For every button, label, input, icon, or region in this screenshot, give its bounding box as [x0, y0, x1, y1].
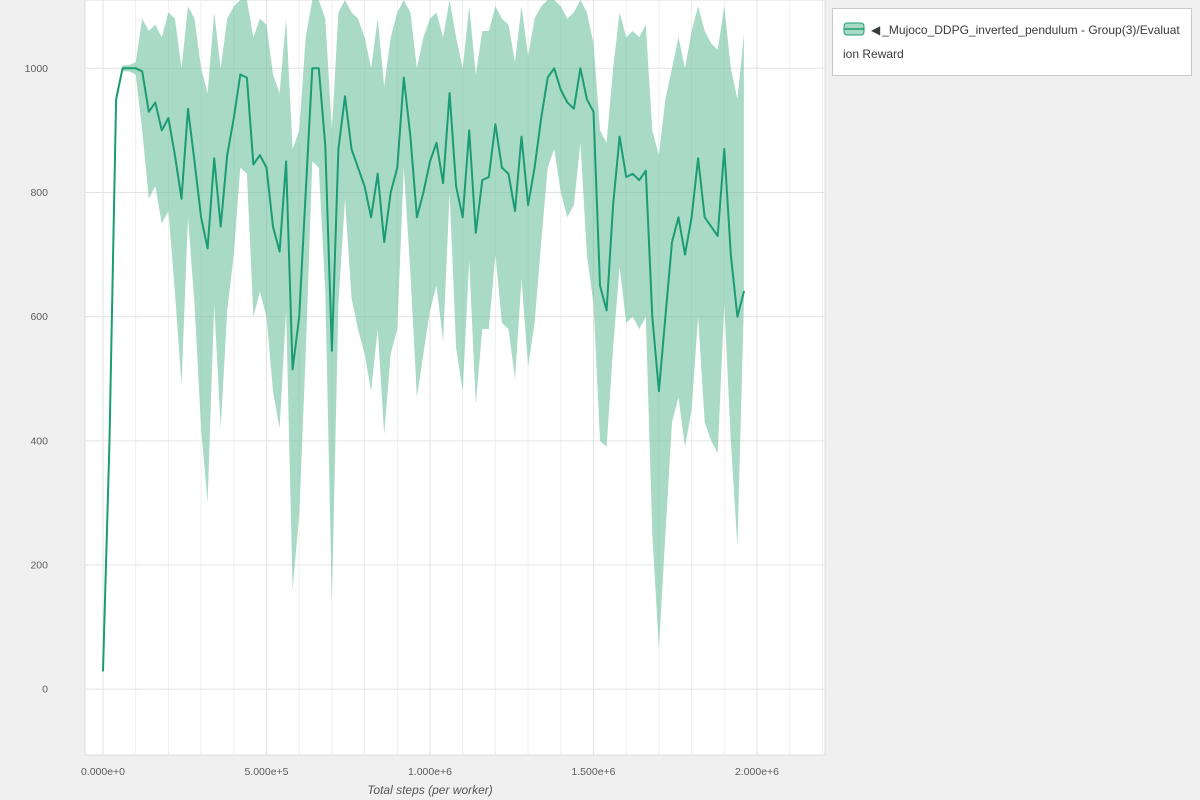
y-tick-label: 600 [30, 311, 48, 323]
x-tick-label: 1.500e+6 [571, 766, 615, 778]
legend[interactable]: ◀ _Mujoco_DDPG_inverted_pendulum - Group(… [832, 8, 1192, 76]
y-tick-label: 800 [30, 187, 48, 199]
confidence-band [103, 0, 744, 674]
x-tick-label: 5.000e+5 [244, 766, 288, 778]
legend-label: _Mujoco_DDPG_inverted_pendulum - Group(3… [843, 23, 1180, 61]
legend-swatch-icon [843, 22, 865, 36]
x-tick-label: 1.000e+6 [408, 766, 452, 778]
x-tick-label: 0.000e+0 [81, 766, 125, 778]
y-tick-label: 200 [30, 560, 48, 572]
collapse-triangle-icon[interactable]: ◀ [871, 23, 881, 37]
x-axis-title: Total steps (per worker) [367, 783, 493, 797]
y-tick-label: 1000 [25, 63, 49, 75]
reward-line [102, 67, 745, 672]
x-tick-label: 2.000e+6 [735, 766, 779, 778]
y-tick-label: 400 [30, 435, 48, 447]
y-tick-label: 0 [42, 684, 48, 696]
